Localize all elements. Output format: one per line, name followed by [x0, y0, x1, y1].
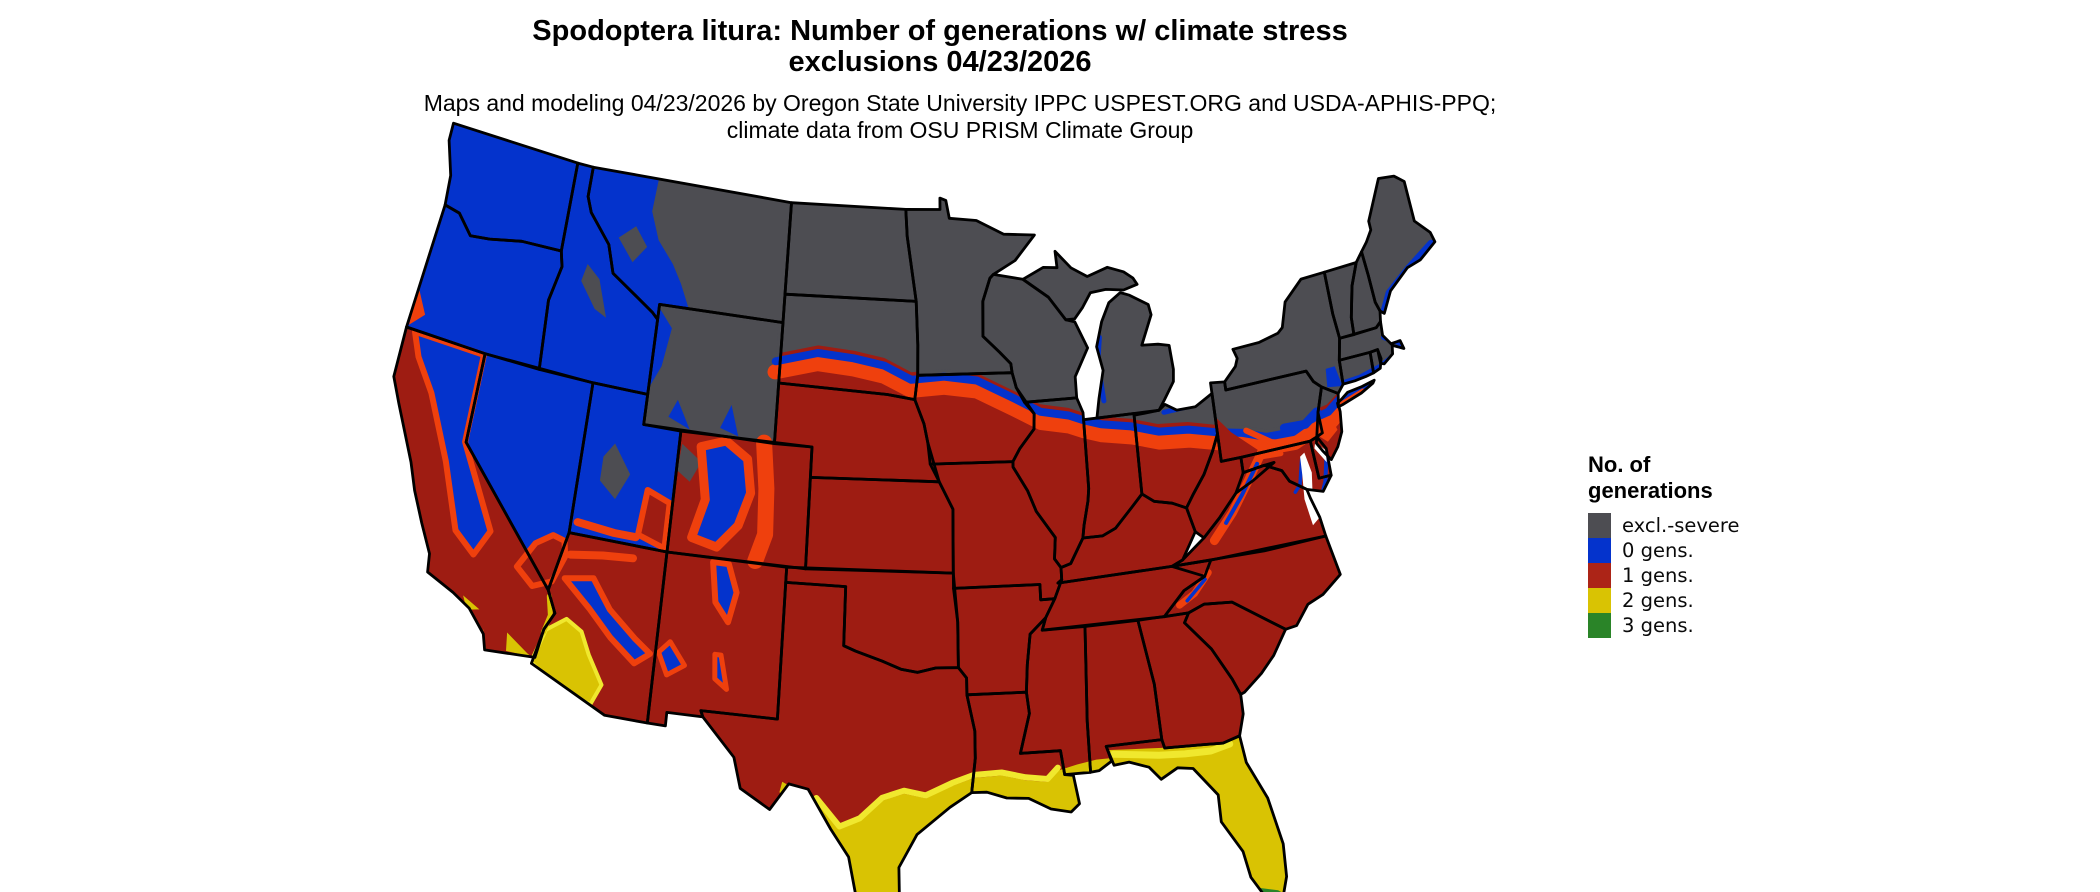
border-nc	[1162, 534, 1342, 631]
legend-title: No. of generations	[1588, 452, 1713, 503]
state-ky	[1057, 494, 1196, 584]
border-mi	[1095, 291, 1175, 420]
border-miu	[1021, 249, 1139, 322]
legend-label: excl.-severe	[1622, 514, 1740, 537]
state-sc	[1184, 602, 1286, 695]
overlay-pa-orange-streak	[1243, 427, 1293, 447]
overlay-wv-blue-ridge	[1224, 461, 1260, 525]
overlay-wy-blue-center	[720, 405, 739, 437]
overlay-wy-blue-south	[668, 399, 690, 430]
border-me	[1360, 174, 1437, 315]
overlay-nm-blue-south	[712, 651, 729, 692]
overlay-ut-gray	[599, 443, 631, 500]
overlay-pa-red-southwest	[1215, 416, 1262, 461]
legend-swatch-excluded	[1588, 513, 1611, 538]
state-wa	[445, 123, 578, 251]
legend-item-gens3: 3 gens.	[1588, 613, 1848, 638]
water-delaware-bay	[1314, 442, 1327, 463]
state-nc	[1164, 536, 1341, 630]
border-ne	[773, 381, 941, 484]
state-ar	[953, 584, 1055, 695]
legend-label: 1 gens.	[1622, 564, 1694, 587]
state-ga	[1137, 612, 1244, 748]
legend-label: 2 gens.	[1622, 589, 1694, 612]
map-subtitle-text: Maps and modeling 04/23/2026 by Oregon S…	[423, 90, 1497, 143]
map-title: Spodoptera litura: Number of generations…	[340, 16, 1540, 78]
overlay-imperial-yellow	[506, 632, 531, 657]
overlay-hudson-blue	[1325, 366, 1343, 388]
state-ok	[785, 567, 959, 673]
state-nv	[466, 353, 593, 590]
overlay-nm-blue-west	[656, 639, 687, 678]
overlay-az-orange-north	[566, 550, 637, 563]
legend-item-gens1: 1 gens.	[1588, 563, 1848, 588]
state-ks	[805, 477, 954, 574]
border-li	[1336, 378, 1376, 409]
state-ne	[774, 383, 940, 482]
overlay-band-blue	[771, 349, 1344, 441]
legend-swatch-gens2	[1588, 588, 1611, 613]
overlay-mt-gray-west	[618, 226, 648, 263]
state-ms	[1020, 617, 1091, 775]
state-wv	[1186, 433, 1275, 538]
overlay-or-orange-southwest	[409, 286, 426, 325]
legend-swatch-gens3	[1588, 613, 1611, 638]
legend-items: excl.-severe 0 gens. 1 gens. 2 gens. 3 gens.	[1588, 513, 1848, 638]
legend-item-gens0: 0 gens.	[1588, 538, 1848, 563]
state-nm	[647, 552, 787, 726]
legend-swatch-gens1	[1588, 563, 1611, 588]
overlay-mt-gray-east	[652, 159, 794, 326]
overlay-fl-tip-green	[1259, 887, 1285, 892]
border-tx	[699, 581, 977, 892]
overlay-gulf-fringe-bright	[813, 764, 1061, 830]
map-subtitle: Maps and modeling 04/23/2026 by Oregon S…	[340, 90, 1580, 144]
state-al	[1085, 620, 1162, 773]
overlay-co-orange-east	[747, 434, 775, 569]
overlay-nc-blue-ridge	[1185, 577, 1207, 603]
legend-item-gens2: 2 gens.	[1588, 588, 1848, 613]
state-tn	[1042, 560, 1211, 631]
state-il	[1012, 397, 1089, 568]
border-fl	[1104, 734, 1288, 892]
state-fl	[1106, 735, 1287, 892]
legend-swatch-gens0	[1588, 538, 1611, 563]
overlay-nm-blue-north	[710, 559, 740, 626]
legend-item-excluded: excl.-severe	[1588, 513, 1848, 538]
state-borders	[392, 121, 1437, 892]
overlay-ut-orange-south	[573, 518, 640, 542]
state-or	[406, 204, 562, 370]
legend: No. of generations excl.-severe 0 gens. 1 …	[1588, 452, 1848, 638]
overlay-pa-blue-southeast	[1279, 407, 1321, 433]
overlay-co-gray	[677, 443, 702, 482]
overlay-fl-fringe-bright	[1109, 740, 1234, 759]
overlay-co-blue	[687, 436, 756, 552]
overlay-id-gray	[581, 264, 606, 318]
legend-label: 3 gens.	[1622, 614, 1694, 637]
legend-label: 0 gens.	[1622, 539, 1694, 562]
overlay-wy-blue-west	[648, 307, 672, 389]
state-in	[1082, 413, 1142, 538]
overlay-ut-red-southeast	[635, 487, 673, 552]
overlay-az-blue-mogollon	[561, 575, 653, 667]
map-title-text: Spodoptera litura: Number of generations…	[532, 15, 1348, 78]
